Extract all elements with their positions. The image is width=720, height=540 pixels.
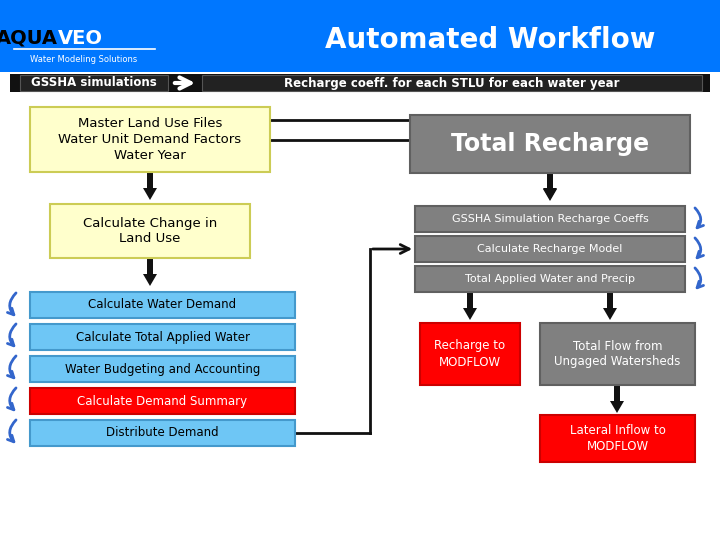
FancyBboxPatch shape <box>420 323 520 385</box>
FancyBboxPatch shape <box>410 115 690 173</box>
Text: Total Flow from
Ungaged Watersheds: Total Flow from Ungaged Watersheds <box>554 340 680 368</box>
Text: Calculate Recharge Model: Calculate Recharge Model <box>477 244 623 254</box>
Text: GSSHA simulations: GSSHA simulations <box>31 77 157 90</box>
FancyBboxPatch shape <box>540 323 695 385</box>
Text: Recharge to
MODFLOW: Recharge to MODFLOW <box>434 340 505 368</box>
Text: Lateral Inflow to
MODFLOW: Lateral Inflow to MODFLOW <box>570 424 665 453</box>
Text: Water Budgeting and Accounting: Water Budgeting and Accounting <box>65 362 260 375</box>
PathPatch shape <box>543 173 557 200</box>
Text: Distribute Demand: Distribute Demand <box>106 427 219 440</box>
Text: Total Recharge: Total Recharge <box>451 132 649 156</box>
PathPatch shape <box>463 292 477 320</box>
Text: Calculate Total Applied Water: Calculate Total Applied Water <box>76 330 250 343</box>
FancyBboxPatch shape <box>415 236 685 262</box>
Text: Automated Workflow: Automated Workflow <box>325 26 655 54</box>
Text: AQUA: AQUA <box>0 29 58 48</box>
Text: Calculate Change in
Land Use: Calculate Change in Land Use <box>83 217 217 246</box>
FancyBboxPatch shape <box>30 292 295 318</box>
Text: Master Land Use Files
Water Unit Demand Factors
Water Year: Master Land Use Files Water Unit Demand … <box>58 117 242 162</box>
FancyBboxPatch shape <box>30 107 270 172</box>
Bar <box>10 74 710 92</box>
FancyBboxPatch shape <box>50 204 250 258</box>
PathPatch shape <box>610 385 624 413</box>
FancyBboxPatch shape <box>30 388 295 414</box>
Text: Recharge coeff. for each STLU for each water year: Recharge coeff. for each STLU for each w… <box>284 77 620 90</box>
PathPatch shape <box>143 258 157 286</box>
Text: Water Modeling Solutions: Water Modeling Solutions <box>30 55 138 64</box>
FancyBboxPatch shape <box>30 420 295 446</box>
Text: VEO: VEO <box>58 29 103 48</box>
FancyBboxPatch shape <box>540 415 695 462</box>
PathPatch shape <box>143 172 157 200</box>
PathPatch shape <box>603 292 617 320</box>
FancyBboxPatch shape <box>30 356 295 382</box>
FancyBboxPatch shape <box>415 206 685 232</box>
Bar <box>20 75 168 91</box>
Bar <box>0 0 720 72</box>
Text: GSSHA Simulation Recharge Coeffs: GSSHA Simulation Recharge Coeffs <box>451 214 649 224</box>
FancyBboxPatch shape <box>30 324 295 350</box>
FancyBboxPatch shape <box>415 266 685 292</box>
Text: Calculate Demand Summary: Calculate Demand Summary <box>78 395 248 408</box>
PathPatch shape <box>543 173 557 201</box>
Text: Calculate Water Demand: Calculate Water Demand <box>89 299 237 312</box>
Bar <box>202 75 702 91</box>
Text: Total Applied Water and Precip: Total Applied Water and Precip <box>465 274 635 284</box>
